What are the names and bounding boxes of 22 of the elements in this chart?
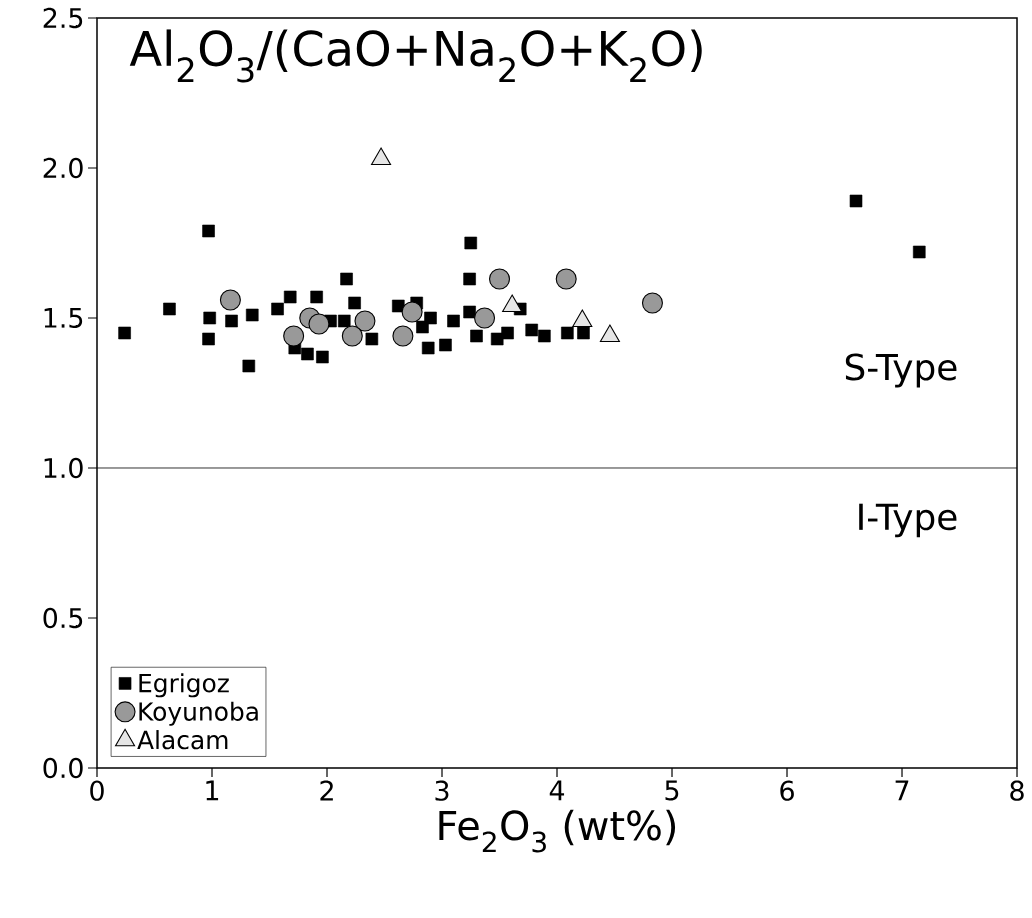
- y-tick-label: 0.0: [43, 757, 83, 779]
- chart-title: Al$_{2}$O$_{3}$/(CaO+Na$_{2}$O+K$_{2}$O): [129, 29, 702, 83]
- x-tick-label: 6: [780, 780, 794, 801]
- y-tick-label: 1.0: [44, 457, 83, 479]
- y-tick-label: 0.5: [43, 607, 83, 629]
- x-tick-label: 3: [435, 780, 449, 801]
- x-tick-label: 5: [665, 780, 679, 801]
- x-tick-label: 2: [320, 780, 333, 801]
- x-tick-label: 0: [90, 780, 104, 801]
- legend-label: Koyunoba: [139, 701, 258, 726]
- y-tick-label: 1.5: [44, 308, 83, 328]
- y-tick-label: 2.5: [43, 7, 83, 29]
- annotation: I-Type: [859, 503, 957, 538]
- x-tick-label: 8: [1010, 780, 1024, 801]
- x-tick-label: 7: [895, 780, 909, 801]
- x-axis-title: Fe$_{2}$O$_{3}$ (wt%): [439, 809, 676, 853]
- x-tick-label: 4: [549, 780, 565, 801]
- legend-label: Alacam: [137, 730, 228, 750]
- y-tick-label: 2.0: [43, 157, 83, 179]
- legend-label: Egrigoz: [139, 673, 229, 698]
- annotation: S-Type: [845, 353, 957, 388]
- x-tick-label: 1: [206, 780, 219, 801]
